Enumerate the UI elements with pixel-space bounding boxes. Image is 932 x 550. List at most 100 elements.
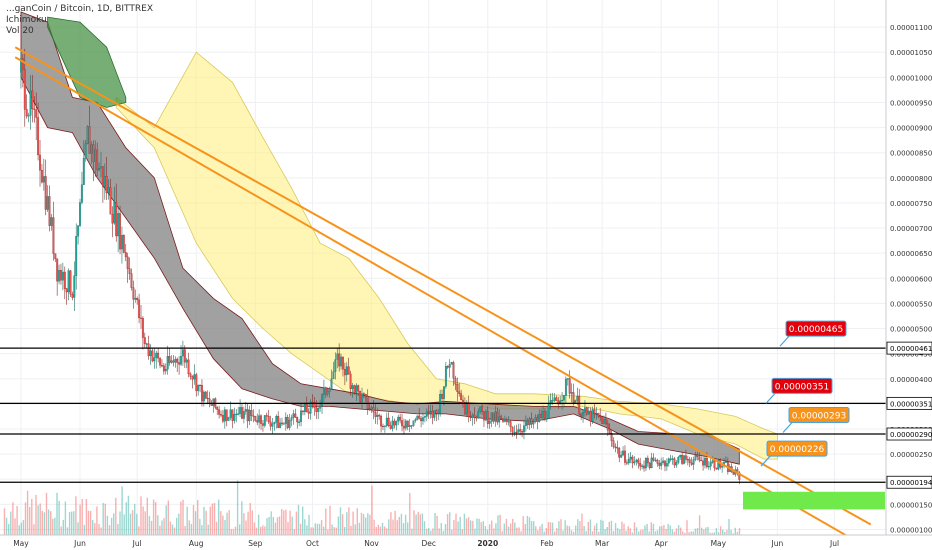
candle-body (622, 450, 625, 456)
volume-bar (524, 524, 526, 535)
price-axis-bg (887, 0, 932, 550)
candle-body (450, 362, 453, 365)
price-callout[interactable]: 0.00000351 (765, 377, 833, 404)
candle-body (284, 417, 287, 424)
price-candles (20, 48, 741, 485)
volume-bar (341, 514, 344, 535)
candle-body (252, 415, 255, 417)
volume-bar (383, 526, 386, 535)
volume-bar (26, 490, 29, 535)
candle-body (136, 298, 139, 301)
candle-body (349, 373, 352, 389)
candle-body (568, 378, 571, 394)
volume-bar (547, 522, 550, 535)
volume-bar (243, 513, 245, 535)
volume-bar (161, 520, 163, 535)
volume-bar (207, 524, 209, 535)
candle-body (185, 359, 188, 363)
price-callout[interactable]: 0.00000293 (782, 407, 850, 433)
volume-bar (463, 513, 466, 535)
candle-body (109, 187, 112, 215)
volume-bar (371, 485, 373, 535)
ichimoku-cloud-green (47, 16, 127, 108)
price-callout[interactable]: 0.00000226 (760, 440, 828, 467)
volume-bar (249, 503, 251, 535)
price-tick-label: 0.00000700 (890, 225, 932, 233)
candle-body (134, 298, 137, 300)
volume-bar (318, 523, 321, 535)
candle-body (382, 425, 384, 428)
volume-bar (71, 511, 73, 535)
candle-body (181, 349, 184, 357)
candle-body (650, 457, 653, 469)
candle-body (124, 252, 127, 258)
volume-bar (661, 526, 663, 535)
candle-body (345, 366, 348, 376)
callout-label: 0.00000351 (775, 382, 829, 392)
volume-bar (627, 526, 629, 535)
volume-bar (29, 507, 31, 535)
volume-bar (722, 529, 724, 535)
price-tick-label: 0.00000250 (890, 451, 932, 459)
volume-bar (505, 518, 508, 535)
candle-body (707, 466, 710, 468)
volume-bar (302, 506, 304, 535)
volume-bar (373, 519, 375, 535)
candle-body (475, 417, 478, 419)
candle-body (498, 416, 501, 423)
candle-body (564, 378, 567, 396)
volume-bar (194, 511, 197, 535)
volume-bar (684, 532, 686, 535)
volume-bar (73, 511, 75, 535)
volume-bar (581, 513, 583, 535)
grid (0, 0, 886, 535)
volume-bar (178, 513, 180, 535)
volume-bar (495, 523, 497, 535)
volume-bar (392, 519, 394, 535)
volume-bar (31, 498, 33, 535)
candle-body (469, 416, 472, 418)
volume-bar (572, 531, 575, 535)
volume-bar (226, 512, 228, 535)
volume-bar (205, 510, 207, 535)
candle-body (273, 422, 276, 424)
volume-bar (659, 526, 661, 535)
volume-bar (77, 522, 79, 535)
candle-body (427, 411, 430, 413)
candle-body (69, 270, 72, 295)
volume-bar (394, 510, 396, 535)
candle-body (608, 429, 611, 434)
volume-bar (503, 523, 505, 535)
candle-body (370, 407, 373, 410)
candle-body (654, 459, 657, 461)
candle-body (372, 407, 375, 413)
candle-body (524, 420, 527, 426)
candle-body (237, 413, 240, 415)
volume-bar (3, 508, 6, 535)
volume-bar (43, 512, 46, 535)
volume-bar (113, 513, 115, 535)
candle-body (23, 69, 26, 110)
volume-bar (224, 520, 226, 535)
price-callout[interactable]: 0.00000465 (779, 320, 847, 347)
volume-bar (646, 523, 648, 535)
volume-bar (528, 517, 531, 535)
trendline[interactable] (14, 46, 872, 526)
volume-bar (428, 528, 430, 535)
volume-bar (482, 521, 484, 535)
trendline[interactable] (14, 56, 872, 550)
candle-body (576, 395, 579, 401)
candle-body (543, 411, 546, 419)
price-tick-label: 0.00000500 (890, 326, 932, 334)
volume-bar (593, 525, 596, 535)
price-tick-label: 0.00001050 (890, 49, 932, 57)
volume-bar (467, 517, 470, 535)
candle-body (298, 421, 301, 423)
price-tick-label: 0.00000650 (890, 250, 932, 258)
candle-body (39, 154, 41, 171)
candle-body (502, 418, 504, 422)
volume-bar (278, 516, 281, 535)
target-zone[interactable] (743, 491, 885, 510)
